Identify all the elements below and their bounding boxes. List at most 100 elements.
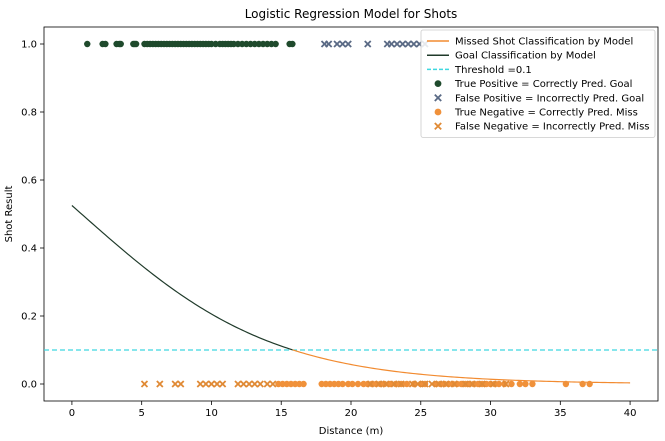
- y-axis-ticks: 0.0 0.2 0.4 0.6 0.8 1.0: [21, 40, 44, 391]
- true-positive-point: [132, 40, 140, 48]
- false-negative-point: [366, 380, 375, 388]
- true-negative-point: [501, 380, 508, 388]
- false-positive-point: [398, 40, 407, 48]
- true-negative-point: [300, 380, 307, 388]
- false-negative-point: [468, 380, 477, 388]
- false-negative-point: [239, 380, 248, 388]
- false-positive-point: [333, 40, 341, 48]
- missed-classification-curve: [292, 349, 631, 384]
- false-positive-point: [344, 40, 352, 48]
- false-negative-point: [408, 380, 417, 388]
- true-negative-point: [529, 380, 536, 388]
- false-negative-point: [234, 380, 242, 388]
- legend-x-swatch: [434, 122, 442, 131]
- false-negative-point: [502, 380, 510, 388]
- false-negative-point: [461, 380, 470, 388]
- y-tick-label: 1.0: [21, 40, 37, 51]
- false-negative-point: [171, 380, 179, 388]
- false-negative-point: [140, 380, 149, 388]
- legend-item: Goal Classification by Model: [427, 51, 596, 62]
- x-axis-ticks: 0 5 10 15 20 25 30 35 40: [69, 401, 636, 419]
- y-tick-label: 0.2: [21, 312, 37, 323]
- false-negative-point: [478, 380, 486, 388]
- true-negative-point: [403, 380, 411, 388]
- true-negative-point: [516, 380, 524, 388]
- legend-label: True Negative = Correctly Pred. Miss: [454, 108, 638, 119]
- legend-box: [420, 29, 656, 138]
- legend-item: True Positive = Correctly Pred. Goal: [434, 79, 632, 90]
- true-negative-point: [354, 380, 362, 388]
- legend-label: Threshold =0.1: [454, 65, 532, 76]
- false-positive-point: [410, 40, 418, 48]
- false-negative-point: [414, 380, 422, 388]
- model-curve-layer: [71, 205, 631, 384]
- x-tick-label: 35: [554, 408, 567, 419]
- legend-label: Missed Shot Classification by Model: [455, 37, 633, 48]
- chart-title: Logistic Regression Model for Shots: [245, 7, 458, 21]
- false-negative-point: [390, 380, 398, 388]
- true-positive-point: [272, 40, 279, 48]
- legend-item: Threshold =0.1: [427, 65, 532, 76]
- false-negative-point: [375, 380, 383, 388]
- legend-x-swatch: [434, 93, 442, 102]
- true-negative-point: [392, 380, 399, 388]
- true-positive-point: [102, 40, 109, 48]
- true-negative-point: [339, 380, 346, 388]
- legend-label: False Positive = Incorrectly Pred. Goal: [455, 93, 644, 104]
- false-negative-point: [207, 380, 216, 388]
- x-tick-label: 0: [69, 408, 75, 419]
- true-negative-point: [579, 380, 586, 388]
- x-tick-label: 25: [414, 408, 427, 419]
- legend-label: Goal Classification by Model: [455, 51, 596, 62]
- false-negative-point: [263, 380, 271, 388]
- y-tick-label: 0.8: [21, 108, 37, 119]
- legend-item: Missed Shot Classification by Model: [427, 37, 633, 48]
- legend: Missed Shot Classification by Model Goal …: [420, 29, 656, 138]
- false-negative-point: [202, 380, 210, 388]
- x-tick-label: 10: [205, 408, 218, 419]
- false-negative-point: [397, 380, 405, 388]
- y-tick-label: 0.6: [21, 176, 37, 187]
- true-negative-point: [508, 380, 515, 388]
- false-negative-point: [196, 380, 204, 388]
- true-negative-point: [349, 380, 356, 388]
- y-tick-label: 0.4: [21, 244, 37, 255]
- false-negative-point: [245, 380, 253, 388]
- legend-item: False Positive = Incorrectly Pred. Goal: [434, 93, 644, 104]
- true-negative-point: [586, 380, 593, 388]
- false-positive-point: [338, 40, 347, 48]
- false-negative-point: [156, 380, 164, 388]
- false-negative-point: [177, 380, 185, 388]
- legend-item: False Negative = Incorrectly Pred. Miss: [434, 122, 650, 133]
- false-negative-point: [435, 380, 443, 388]
- false-negative-point: [382, 380, 390, 388]
- true-negative-point: [495, 380, 503, 388]
- false-negative-point: [442, 380, 450, 388]
- true-positive-point: [117, 40, 124, 48]
- goal-classification-curve: [71, 205, 293, 351]
- false-positive-point: [325, 40, 333, 48]
- x-tick-label: 15: [275, 408, 288, 419]
- x-tick-label: 5: [138, 408, 144, 419]
- false-negative-point: [256, 380, 264, 388]
- false-positive-point: [387, 40, 396, 48]
- false-positive-point: [393, 40, 401, 48]
- x-tick-label: 20: [345, 408, 358, 419]
- false-negative-point: [489, 380, 497, 388]
- false-negative-point: [251, 380, 259, 388]
- false-negative-point: [428, 380, 436, 388]
- y-axis-label: Shot Result: [4, 186, 15, 243]
- points-layer: [84, 40, 593, 388]
- true-negative-point: [562, 380, 570, 388]
- true-negative-point: [381, 380, 388, 388]
- x-tick-label: 30: [484, 408, 497, 419]
- false-negative-point: [269, 380, 277, 388]
- y-tick-label: 0.0: [21, 380, 37, 391]
- false-negative-point: [421, 380, 429, 388]
- false-negative-point: [218, 380, 227, 388]
- false-positive-point: [364, 40, 372, 48]
- true-negative-point: [522, 380, 529, 388]
- false-negative-point: [450, 380, 458, 388]
- legend-circle-swatch: [434, 80, 442, 87]
